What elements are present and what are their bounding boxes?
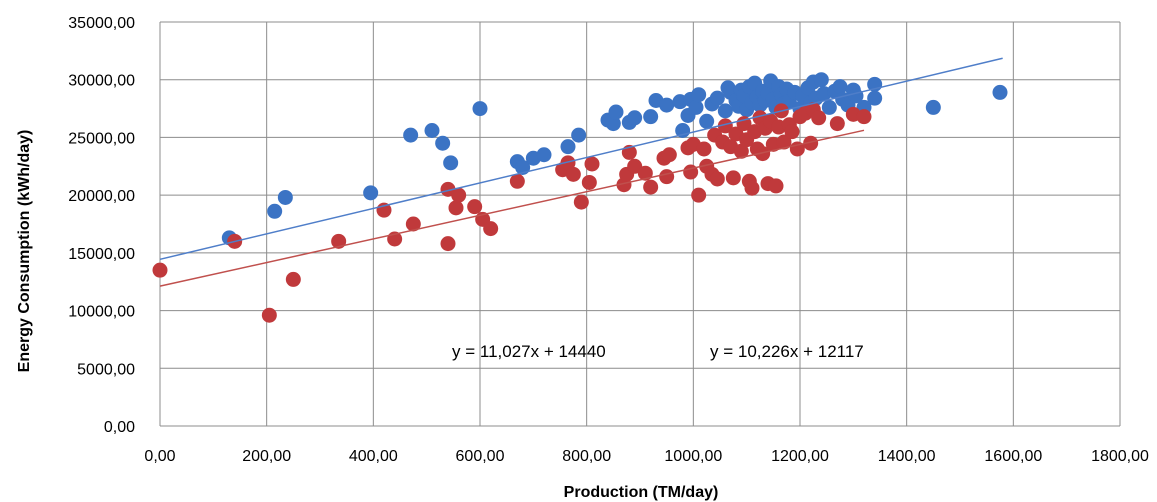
data-point (768, 178, 784, 194)
x-tick-label: 200,00 (242, 448, 291, 465)
data-point (691, 187, 707, 203)
data-point (440, 236, 456, 252)
data-point (717, 118, 733, 134)
data-point (776, 134, 792, 150)
x-tick-label: 1800,00 (1091, 448, 1149, 465)
data-point (560, 155, 576, 171)
data-point (717, 103, 733, 119)
data-point (605, 116, 621, 132)
data-point (643, 179, 659, 195)
series-1-points (221, 72, 1008, 246)
x-tick-label: 1600,00 (984, 448, 1042, 465)
trendline-equation-2: y = 10,226x + 12117 (710, 342, 864, 361)
y-tick-label: 0,00 (104, 419, 135, 436)
data-point (829, 116, 845, 132)
data-point (725, 170, 741, 186)
data-point (736, 116, 752, 132)
data-point (925, 99, 941, 115)
x-tick-label: 1200,00 (771, 448, 829, 465)
data-point (832, 79, 848, 95)
data-point (467, 199, 483, 215)
data-point (856, 109, 872, 125)
data-point (821, 99, 837, 115)
data-point (699, 113, 715, 129)
y-tick-label: 20000,00 (68, 188, 135, 205)
data-point (363, 185, 379, 201)
data-point (573, 194, 589, 210)
data-point (784, 124, 800, 140)
x-tick-label: 800,00 (562, 448, 611, 465)
data-point (637, 165, 653, 181)
data-point (261, 307, 277, 323)
data-point (483, 221, 499, 237)
data-point (803, 135, 819, 151)
y-tick-label: 15000,00 (68, 246, 135, 263)
data-point (709, 171, 725, 187)
data-point (560, 139, 576, 155)
data-point (627, 158, 643, 174)
data-point (443, 155, 459, 171)
y-tick-label: 5000,00 (77, 361, 135, 378)
data-point (733, 143, 749, 159)
data-point (992, 84, 1008, 100)
data-point (659, 169, 675, 185)
y-tick-label: 30000,00 (68, 73, 135, 90)
y-tick-label: 10000,00 (68, 304, 135, 321)
data-point (403, 127, 419, 143)
x-tick-label: 1400,00 (878, 448, 936, 465)
trendlines (159, 57, 1003, 287)
data-point (152, 262, 168, 278)
x-tick-label: 600,00 (456, 448, 505, 465)
data-point (285, 271, 301, 287)
data-point (565, 166, 581, 182)
data-point (424, 123, 440, 139)
data-point (472, 101, 488, 117)
data-point (659, 97, 675, 113)
data-point (755, 146, 771, 162)
y-tick-label: 35000,00 (68, 15, 135, 32)
x-tick-label: 400,00 (349, 448, 398, 465)
data-point (691, 87, 707, 103)
data-point (696, 141, 712, 157)
data-point (867, 90, 883, 106)
data-point (581, 174, 597, 190)
data-point (661, 147, 677, 163)
data-point (277, 189, 293, 205)
trendline-1 (159, 57, 1003, 261)
x-axis-ticks: 0,00 200,00 400,00 600,00 800,00 1000,00 1200,… (144, 448, 1149, 465)
y-axis-title: Energy Consumption (kWh/day) (16, 130, 33, 373)
data-point (451, 187, 467, 203)
data-point (509, 173, 525, 189)
data-point (536, 147, 552, 163)
data-point (643, 109, 659, 125)
data-point (571, 127, 587, 143)
y-axis-ticks: 0,00 5000,00 10000,00 15000,00 20000,00 25000… (68, 15, 135, 436)
trendline-2 (159, 129, 865, 287)
x-tick-label: 0,00 (144, 448, 175, 465)
x-tick-label: 1000,00 (664, 448, 722, 465)
x-axis-title: Production (TM/day) (564, 484, 719, 501)
data-point (811, 110, 827, 126)
data-point (267, 203, 283, 219)
series-2-points (152, 102, 872, 323)
data-point (584, 156, 600, 172)
y-tick-label: 25000,00 (68, 130, 135, 147)
data-point (405, 216, 421, 232)
grid (159, 21, 1121, 427)
data-point (608, 104, 624, 120)
data-point (448, 200, 464, 216)
data-point (627, 110, 643, 126)
data-point (688, 99, 704, 115)
data-point (435, 135, 451, 151)
data-point (813, 72, 829, 88)
trendline-equation-1: y = 11,027x + 14440 (452, 342, 606, 361)
data-point (744, 180, 760, 196)
data-points (152, 72, 1008, 323)
data-point (709, 90, 725, 106)
